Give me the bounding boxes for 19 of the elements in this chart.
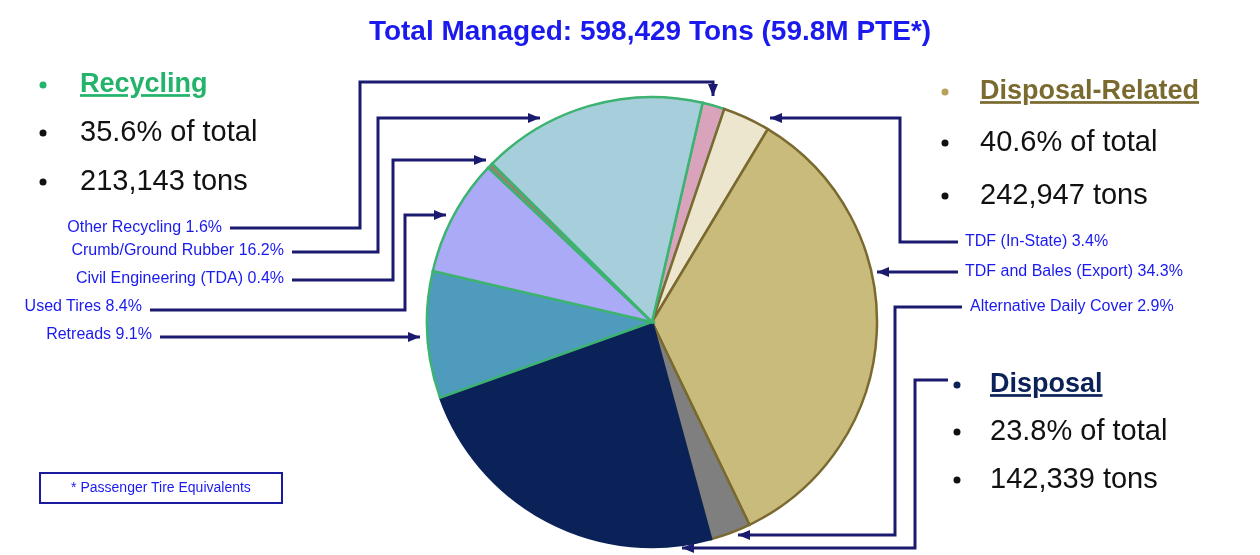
text: 40.6% of total <box>980 124 1158 157</box>
slice-label: TDF and Bales (Export) 34.3% <box>965 262 1183 280</box>
slice-label: Other Recycling 1.6% <box>67 218 222 236</box>
slice-label: Used Tires 8.4% <box>24 297 142 315</box>
text: 23.8% of total <box>990 413 1168 446</box>
text: 213,143 tons <box>80 163 248 196</box>
text: 242,947 tons <box>980 177 1148 210</box>
text: 142,339 tons <box>990 461 1158 494</box>
slice-label: Retreads 9.1% <box>46 325 152 343</box>
slice-label: Crumb/Ground Rubber 16.2% <box>71 241 284 259</box>
text: 35.6% of total <box>80 114 258 147</box>
text: Disposal <box>990 368 1103 399</box>
text: * Passenger Tire Equivalents <box>71 478 251 495</box>
text: Disposal-Related <box>980 75 1200 106</box>
slice-label: TDF (In-State) 3.4% <box>965 232 1109 250</box>
chart-title: Total Managed: 598,429 Tons (59.8M PTE*) <box>368 15 932 46</box>
text: Recycling <box>80 68 208 99</box>
slice-label: Civil Engineering (TDA) 0.4% <box>75 269 284 287</box>
slice-label: Alternative Daily Cover 2.9% <box>970 297 1174 315</box>
